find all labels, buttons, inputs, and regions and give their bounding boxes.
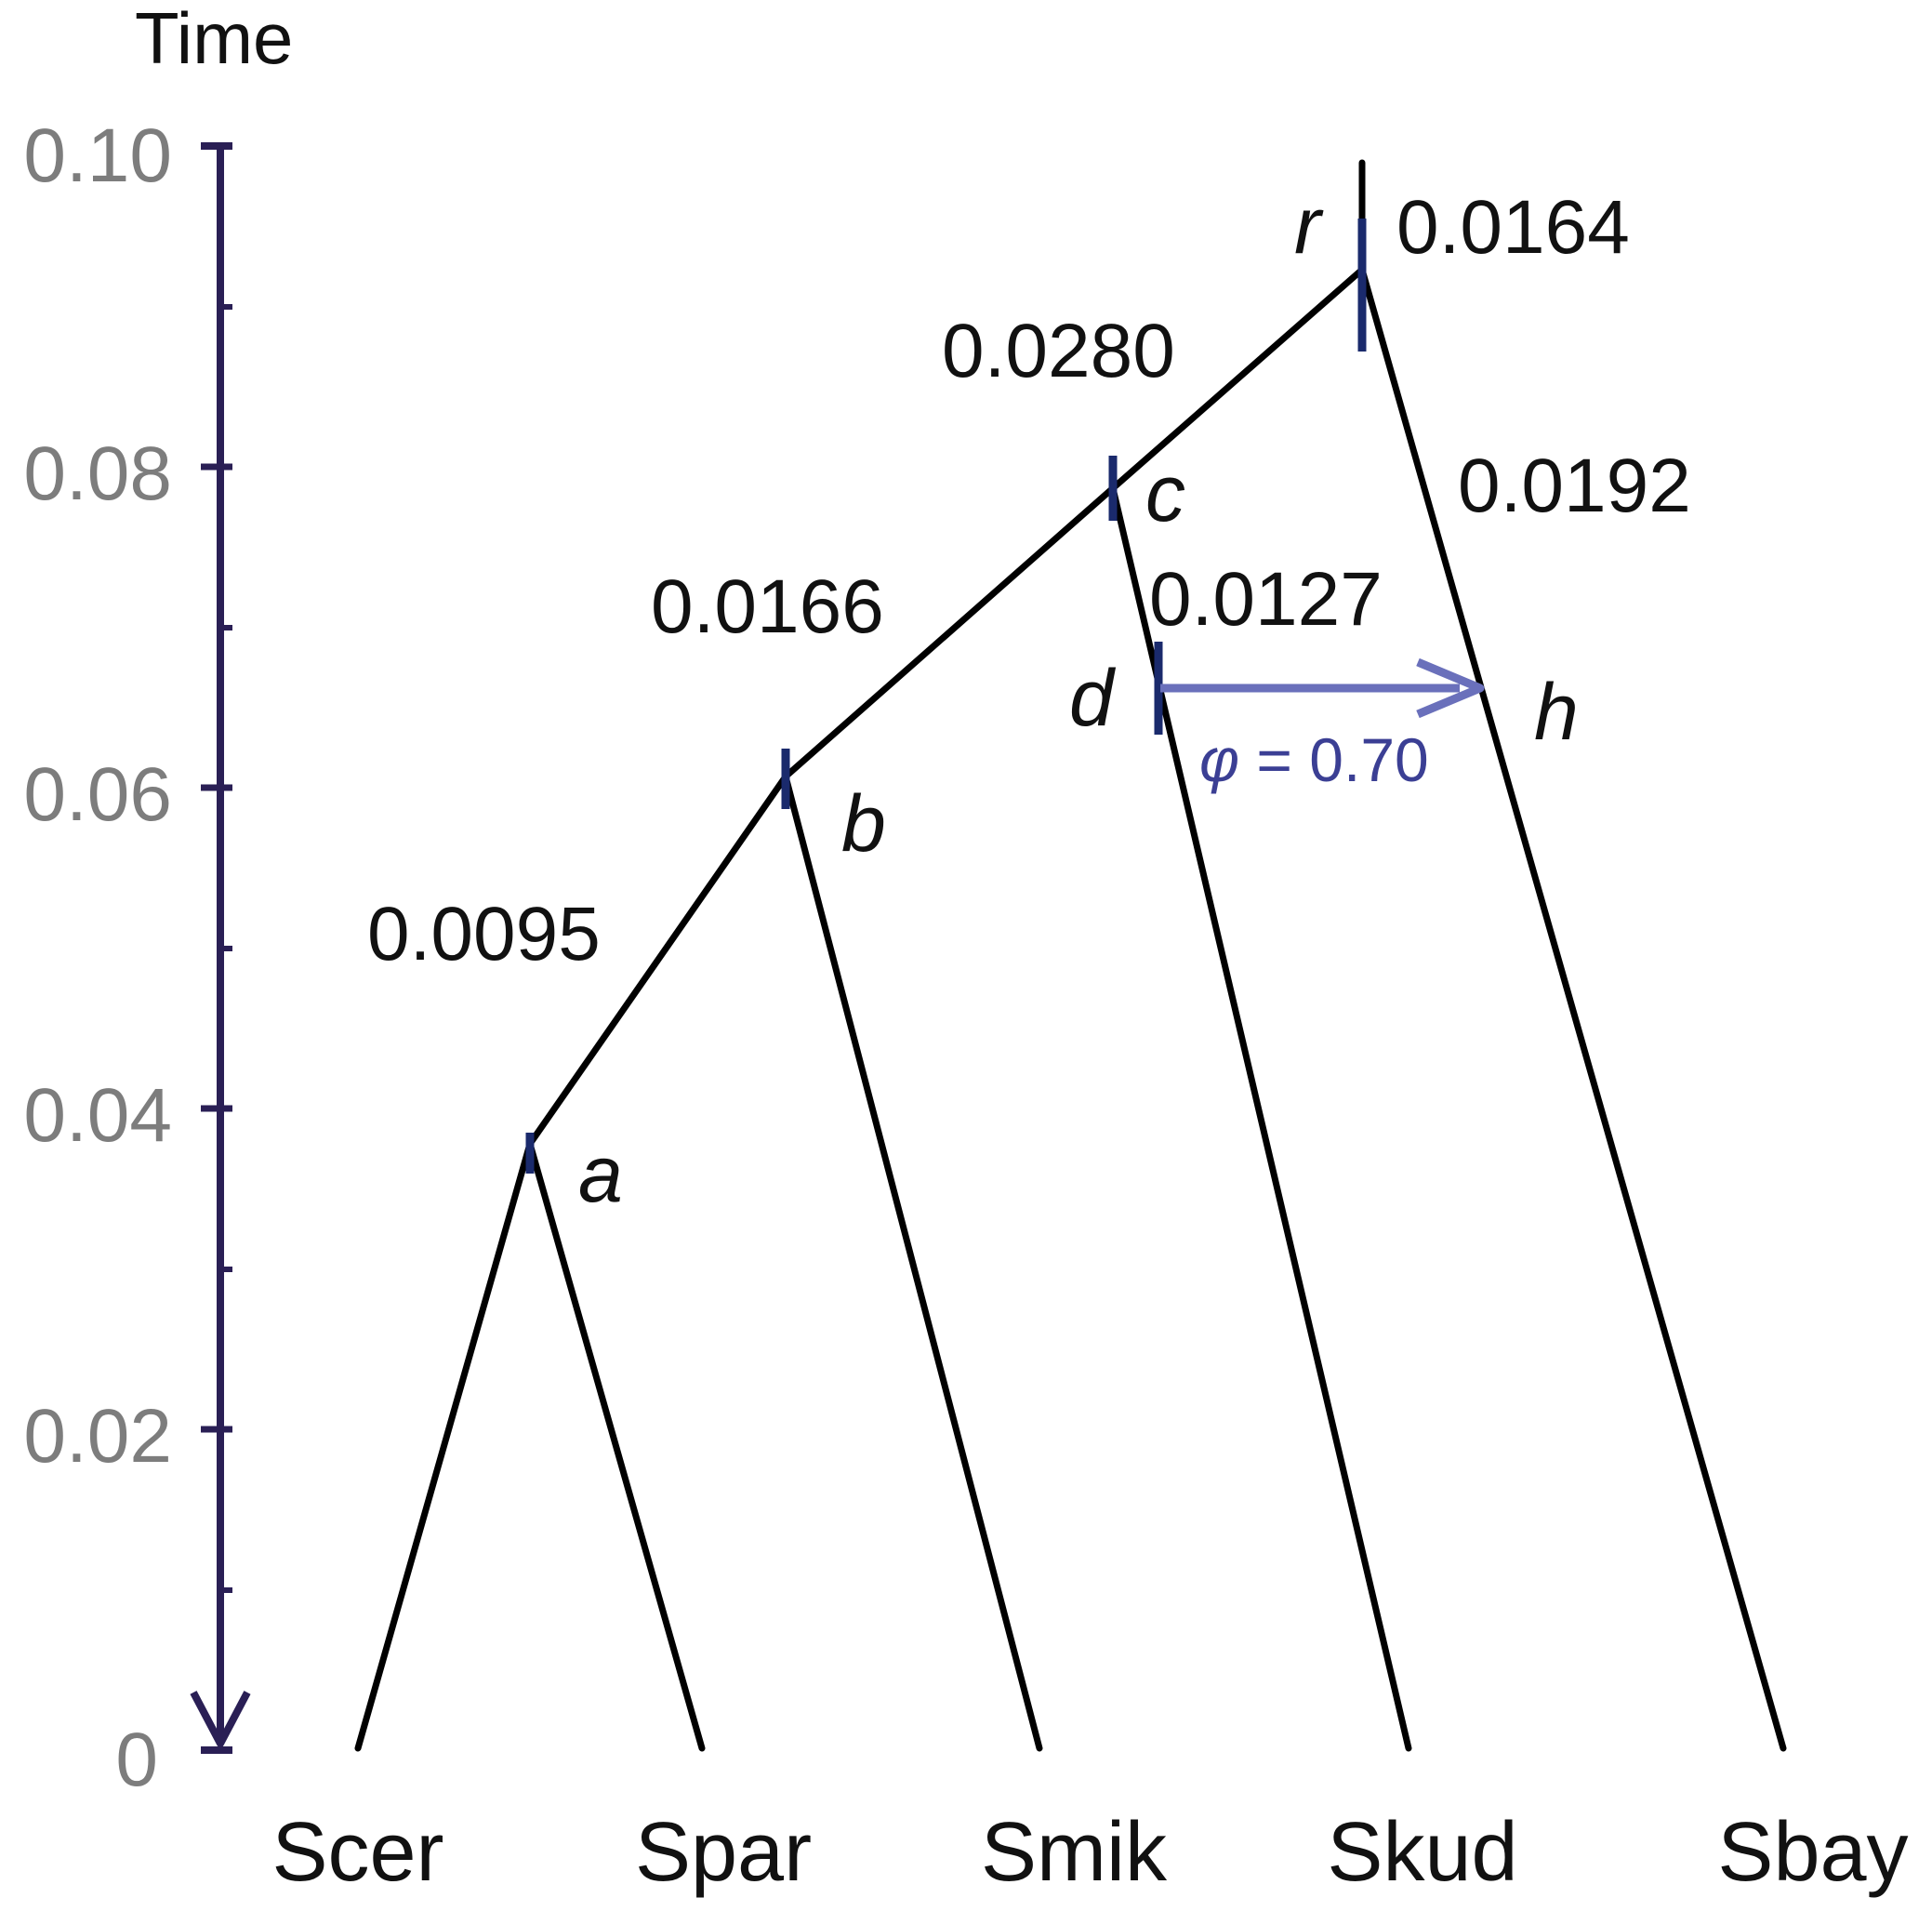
introgression-probability: φ = 0.70	[1199, 725, 1429, 794]
branch-a-scer	[354, 1140, 534, 1752]
axis-title: Time	[135, 0, 293, 79]
branch-b-c	[782, 484, 1117, 780]
taxon-label-sbay: Sbay	[1717, 1806, 1908, 1899]
node-label-c: c	[1145, 449, 1185, 538]
node-label-d: d	[1069, 654, 1117, 743]
branch-a-b	[526, 773, 789, 1148]
branch-length-ab: 0.0095	[367, 892, 601, 976]
taxon-label-spar: Spar	[635, 1806, 812, 1899]
arrow-head-icon	[1416, 657, 1485, 719]
axis-arrow-icon	[190, 1691, 251, 1747]
tick-label-0: 0	[115, 1718, 158, 1802]
tick-label-0.10: 0.10	[23, 113, 172, 198]
node-label-b: b	[841, 779, 886, 869]
taxon-label-skud: Skud	[1327, 1806, 1517, 1899]
introgression-arrow	[1160, 657, 1485, 719]
branch-length-cr: 0.0280	[942, 309, 1175, 393]
node-label-r: r	[1294, 181, 1324, 271]
branch-a-spar	[526, 1140, 706, 1752]
time-axis	[190, 142, 251, 1754]
tick-label-0.06: 0.06	[23, 752, 172, 837]
phi-value: = 0.70	[1239, 725, 1429, 794]
branch-length-root: 0.0164	[1396, 185, 1630, 270]
tick-label-0.08: 0.08	[23, 431, 172, 516]
node-label-h: h	[1534, 668, 1579, 757]
taxon-label-scer: Scer	[271, 1806, 443, 1899]
branch-length-bc: 0.0166	[651, 564, 884, 649]
branch-length-cd: 0.0127	[1149, 557, 1383, 642]
node-label-a: a	[578, 1130, 623, 1219]
node-bars	[525, 219, 1367, 1174]
branch-c-r	[1109, 266, 1366, 492]
tick-label-0.02: 0.02	[23, 1394, 172, 1479]
branch-b-smik	[782, 773, 1043, 1752]
taxon-label-smik: Smik	[981, 1806, 1168, 1899]
phi-symbol: φ	[1199, 725, 1239, 794]
branch-r-sbay	[1358, 266, 1787, 1752]
tick-label-0.04: 0.04	[23, 1073, 172, 1158]
branch-length-rh: 0.0192	[1458, 444, 1691, 528]
